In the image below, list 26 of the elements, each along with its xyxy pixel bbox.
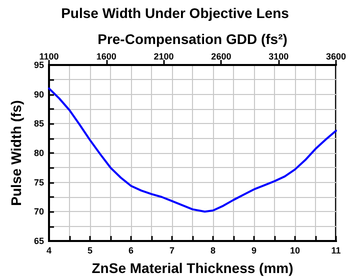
chart-title: Pulse Width Under Objective Lens	[61, 5, 290, 21]
x-axis-title: ZnSe Material Thickness (mm)	[92, 260, 294, 276]
y-tick-label: 90	[34, 89, 44, 100]
y-tick-label: 65	[34, 236, 44, 246]
y-tick-label: 75	[34, 177, 44, 188]
x-tick-label: 11	[331, 246, 341, 256]
x-tick-label: 7	[169, 246, 175, 256]
x2-tick-label: 1600	[96, 52, 116, 62]
y-tick-label: 95	[34, 60, 44, 70]
x-tick-label: 5	[87, 246, 93, 256]
x-tick-label: 9	[251, 246, 257, 256]
x-tick-label: 4	[46, 246, 52, 256]
x-tick-label: 8	[210, 246, 216, 256]
y-axis-title: Pulse Width (fs)	[8, 100, 24, 206]
x2-tick-label: 3600	[326, 52, 346, 62]
line-series	[48, 87, 337, 213]
x2-tick-label: 2100	[154, 52, 174, 62]
y-tick-label: 85	[34, 118, 44, 129]
x-tick-label: 10	[290, 246, 300, 256]
y-tick-label: 80	[34, 148, 44, 158]
x2-axis-title: Pre-Compensation GDD (fs²)	[98, 31, 288, 47]
x2-tick-label: 1100	[39, 52, 59, 62]
x-tick-label: 6	[128, 246, 134, 256]
x2-tick-label: 2600	[211, 52, 232, 62]
y-tick-label: 70	[34, 206, 44, 217]
x2-tick-label: 3100	[268, 52, 289, 62]
